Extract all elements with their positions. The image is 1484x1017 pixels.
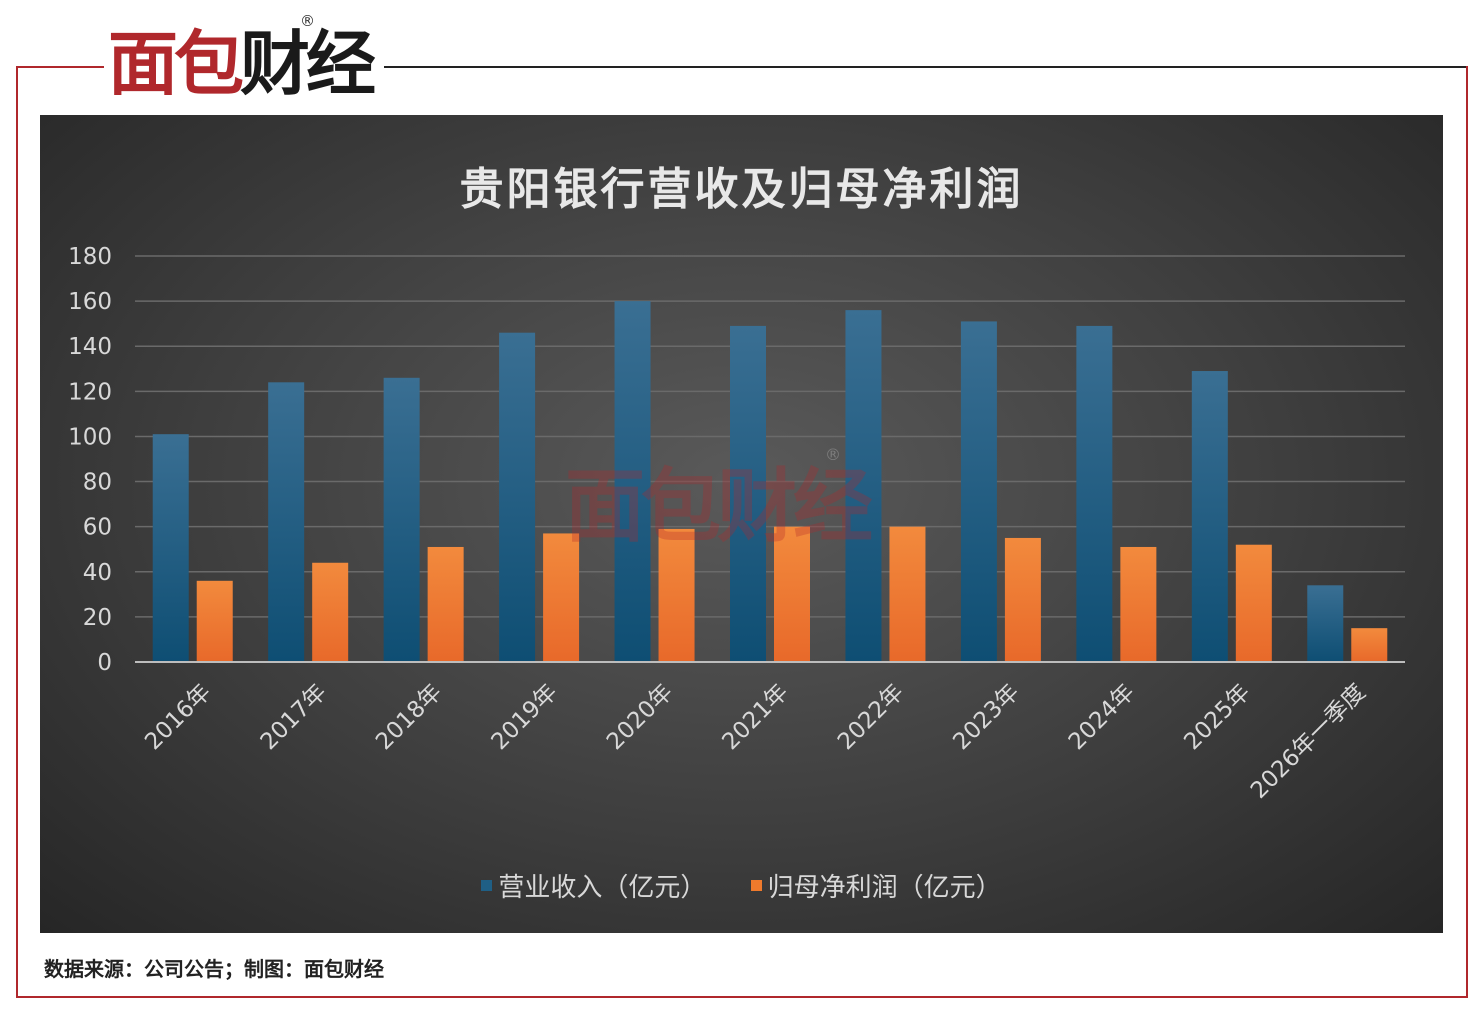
bar-revenue <box>1307 585 1344 662</box>
y-tick-label: 120 <box>68 379 112 405</box>
bar-revenue <box>1076 325 1113 662</box>
bar-profit <box>196 580 233 662</box>
logo-char-3: 财 <box>240 23 310 105</box>
bar-revenue <box>960 321 997 662</box>
bar-chart: 0 20 40 60 80 100 120 140 160 180 2016年 2017年 2018年 2… <box>68 244 1405 804</box>
bar-revenue <box>730 325 766 662</box>
x-tick-label: 2024年 <box>1064 679 1140 755</box>
legend-item-revenue: 营业收入（亿元） <box>481 867 706 904</box>
y-tick-label: 180 <box>68 244 112 270</box>
legend-label-profit: 归母净利润（亿元） <box>767 873 1002 903</box>
bar-profit <box>1235 544 1272 662</box>
y-tick-label: 60 <box>83 515 112 541</box>
frame-top-right-border <box>384 66 1468 68</box>
logo-char-2: 包 <box>174 23 244 105</box>
bar-profit <box>658 528 695 662</box>
x-tick-label: 2025年 <box>1179 679 1255 755</box>
legend-swatch-profit <box>750 880 762 891</box>
frame-bottom-border <box>16 996 1468 998</box>
bar-profit <box>1004 537 1041 662</box>
bar-revenue <box>499 332 536 662</box>
legend-label-revenue: 营业收入（亿元） <box>498 873 707 903</box>
logo-char-1: 面 <box>108 23 178 105</box>
chart-legend: 营业收入（亿元） 归母净利润（亿元） <box>40 867 1443 904</box>
legend-swatch-revenue <box>481 880 493 891</box>
x-tick-label: 2026年一季度 <box>1246 679 1371 804</box>
frame-right-border <box>1466 66 1468 998</box>
bar-profit <box>1120 546 1157 662</box>
y-tick-label: 140 <box>68 334 112 360</box>
watermark: 面包财经 <box>565 460 873 553</box>
x-tick-label: 2017年 <box>256 679 332 755</box>
bar-revenue <box>268 382 305 662</box>
bar-profit <box>543 533 580 662</box>
footer-source: 数据来源：公司公告；制图：面包财经 <box>44 957 384 981</box>
bar-profit <box>1351 628 1388 662</box>
bar-profit <box>312 562 349 662</box>
watermark-registered-mark: ® <box>825 445 841 464</box>
y-tick-label: 40 <box>83 560 112 586</box>
bar-revenue <box>614 301 651 662</box>
logo-registered-mark: ® <box>300 12 315 30</box>
x-tick-label: 2016年 <box>140 679 216 755</box>
bar-profit <box>889 526 926 662</box>
x-tick-label: 2020年 <box>602 679 678 755</box>
x-tick-label: 2023年 <box>948 679 1024 755</box>
y-tick-label: 20 <box>83 605 112 631</box>
frame-top-left-border <box>16 66 104 68</box>
bar-revenue <box>845 310 882 662</box>
y-tick-label: 80 <box>83 470 112 496</box>
bar-profit <box>427 546 464 662</box>
brand-logo: 面包财经 <box>108 22 378 106</box>
y-tick-label: 0 <box>97 650 112 676</box>
y-tick-label: 100 <box>68 424 112 450</box>
x-tick-label: 2021年 <box>718 679 794 755</box>
x-tick-label: 2018年 <box>371 679 447 755</box>
chart-panel: 贵阳银行营收及归母净利润 0 20 40 60 80 100 120 140 160 180 201… <box>40 115 1443 933</box>
x-tick-label: 2019年 <box>487 679 563 755</box>
x-tick-label: 2022年 <box>833 679 909 755</box>
bar-revenue <box>1191 371 1228 662</box>
bar-profit <box>774 526 810 662</box>
chart-title: 贵阳银行营收及归母净利润 <box>459 164 1024 215</box>
y-tick-label: 160 <box>68 289 112 315</box>
bar-revenue <box>383 377 420 662</box>
frame-left-border <box>16 66 18 998</box>
logo-char-4: 经 <box>306 23 376 105</box>
legend-item-profit: 归母净利润（亿元） <box>750 867 1002 904</box>
bar-revenue <box>152 434 189 662</box>
